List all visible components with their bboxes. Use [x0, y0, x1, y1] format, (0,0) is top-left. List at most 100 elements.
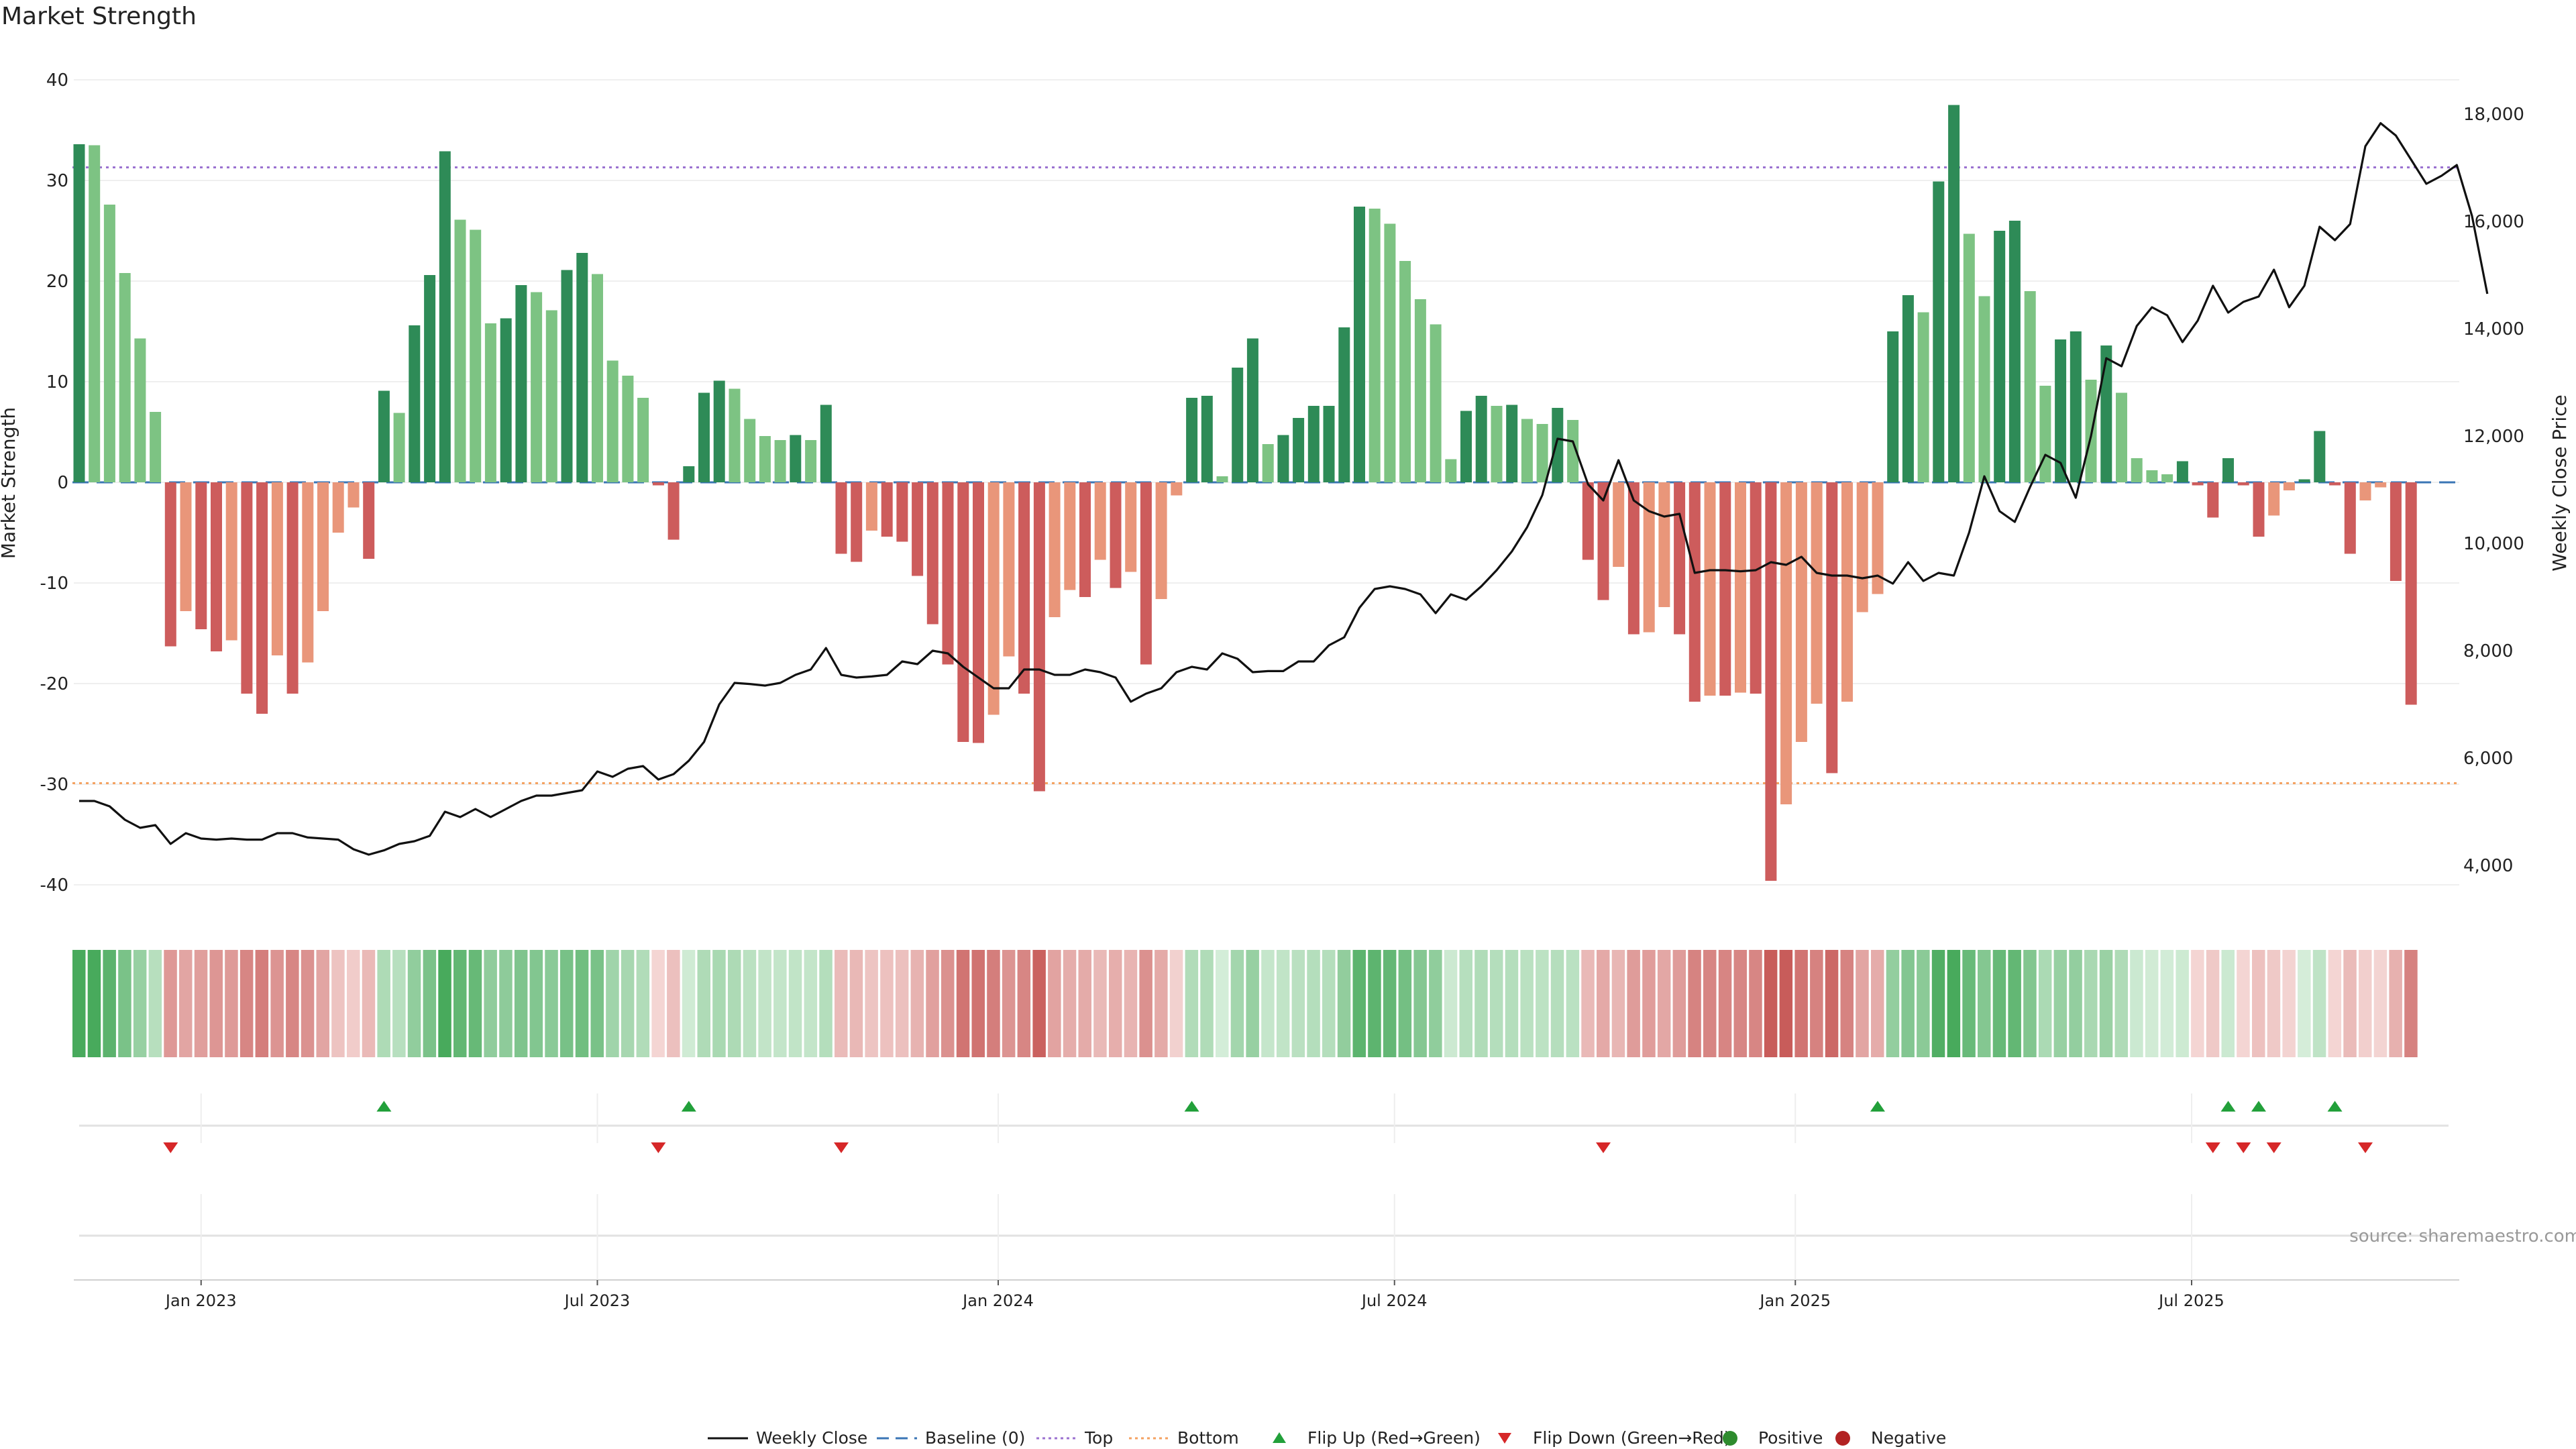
strength-bar [1414, 299, 1426, 482]
strength-bar [1826, 482, 1838, 773]
strength-bar [1430, 324, 1442, 482]
heatmap-cell [1383, 950, 1397, 1057]
heatmap-cell [514, 950, 528, 1057]
y-tick-label: -30 [40, 775, 68, 795]
heatmap-cell [2282, 950, 2296, 1057]
heatmap-cell [377, 950, 390, 1057]
legend-item: Positive [1723, 1428, 1823, 1448]
heatmap-cell [1200, 950, 1214, 1057]
heatmap-cell [438, 950, 451, 1057]
strength-bar [1887, 331, 1899, 482]
y-axis-ticks: 40 30 20 10 0 -10 -20 -30 -40 [40, 70, 68, 896]
heatmap-cell [910, 950, 924, 1057]
strength-bar [409, 325, 421, 482]
heatmap-cell [1749, 950, 1762, 1057]
heatmap-cell [1276, 950, 1290, 1057]
heatmap-cell [1429, 950, 1442, 1057]
strength-bar [1521, 419, 1533, 482]
heatmap-cell [2160, 950, 2174, 1057]
heatmap-cell [1124, 950, 1138, 1057]
strength-bar [256, 482, 268, 714]
heatmap-cell [1566, 950, 1580, 1057]
strength-bar [1582, 482, 1594, 560]
heatmap-cell [1291, 950, 1305, 1057]
strength-bar [1811, 482, 1823, 704]
y-axis-label: Market Strength [0, 407, 19, 559]
heatmap-cell [1947, 950, 1961, 1057]
strength-bar [1643, 482, 1655, 633]
heatmap-cell [819, 950, 833, 1057]
weekly-close-line [79, 122, 2489, 856]
heatmap-cell [758, 950, 771, 1057]
heatmap-cell [926, 950, 939, 1057]
heatmap-cell [636, 950, 650, 1057]
y-tick-label: 40 [46, 70, 68, 91]
heatmap-cell [1794, 950, 1808, 1057]
heatmap-cell [1779, 950, 1793, 1057]
heatmap-cell [2389, 950, 2402, 1057]
strength-bar [363, 482, 375, 559]
heatmap-cell [87, 950, 101, 1057]
strength-bar [805, 440, 817, 482]
heatmap-cell [270, 950, 284, 1057]
heatmap-cell [1581, 950, 1595, 1057]
strength-bar [1064, 482, 1076, 590]
strength-bar [424, 275, 436, 482]
heatmap-cell [331, 950, 345, 1057]
strength-bar [2024, 291, 2036, 482]
legend-label: Flip Up (Red→Green) [1307, 1428, 1481, 1448]
strength-bar [2116, 392, 2127, 482]
heatmap-cell [865, 950, 878, 1057]
strength-bar [1368, 209, 1381, 482]
strength-bar [896, 482, 908, 542]
legend-item: Weekly Close [708, 1428, 867, 1448]
heatmap-cell [316, 950, 329, 1057]
x-tick-label: Jul 2023 [564, 1291, 631, 1310]
heatmap-cell [1490, 950, 1503, 1057]
heatmap-cell [2373, 950, 2387, 1057]
heatmap-cell [2069, 950, 2082, 1057]
legend-swatch-flip-down [1498, 1433, 1511, 1444]
strength-bar [119, 273, 131, 482]
y-tick-label: 10 [46, 372, 68, 392]
flip-down-marker [2266, 1142, 2282, 1153]
y-tick-label: -40 [40, 875, 68, 896]
strength-bar [637, 398, 649, 482]
strength-bar [1140, 482, 1152, 665]
strength-bar [1293, 418, 1305, 482]
strength-bar [1613, 482, 1625, 567]
heatmap-cell [1931, 950, 1945, 1057]
heatmap-cell [1810, 950, 1823, 1057]
strength-bar [1323, 406, 1335, 482]
strength-bar [1018, 482, 1030, 694]
flip-markers [163, 1101, 2373, 1153]
strength-bar [1917, 312, 1929, 482]
legend-label: Negative [1871, 1428, 1946, 1448]
heatmap-cell [560, 950, 574, 1057]
strength-bar [926, 482, 938, 625]
heatmap-cell [606, 950, 619, 1057]
strength-bar [1978, 296, 1990, 482]
strength-bar [881, 482, 893, 537]
heatmap-cell [1444, 950, 1458, 1057]
y-tick-label: 0 [57, 473, 68, 493]
strength-bar [1780, 482, 1792, 804]
heatmap-cell [468, 950, 482, 1057]
strength-bar [1567, 420, 1579, 482]
strength-bar [2176, 461, 2188, 482]
heatmap-cell [1611, 950, 1625, 1057]
main-panel: 40 30 20 10 0 -10 -20 -30 -40 18,000 16,000 14,000… [40, 70, 2524, 896]
heatmap-cell [1688, 950, 1701, 1057]
strength-bar [851, 482, 863, 562]
strength-bar [2344, 482, 2356, 554]
strength-bar [729, 388, 741, 482]
strength-bar [1155, 482, 1167, 599]
strength-bar [2131, 458, 2143, 482]
strength-bar [1704, 482, 1716, 696]
heatmap-cell [2328, 950, 2342, 1057]
heatmap-cell [2298, 950, 2311, 1057]
heatmap-cell [697, 950, 710, 1057]
heatmap-cell [1109, 950, 1122, 1057]
heatmap-cell [407, 950, 421, 1057]
heatmap-cell [484, 950, 497, 1057]
